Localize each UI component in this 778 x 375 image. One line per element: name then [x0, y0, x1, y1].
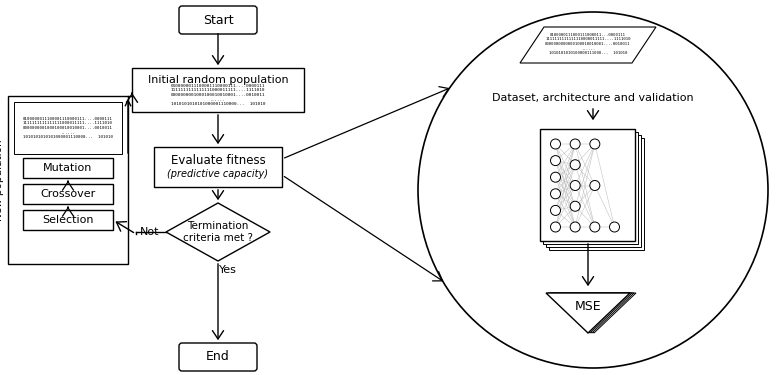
Polygon shape [520, 27, 656, 63]
Text: New population: New population [0, 139, 4, 221]
Bar [541, 129, 636, 241]
FancyBboxPatch shape [179, 343, 257, 371]
Polygon shape [550, 293, 634, 333]
Bar [544, 132, 639, 244]
Circle shape [551, 172, 560, 182]
Circle shape [570, 180, 580, 190]
Text: MSE: MSE [575, 300, 601, 313]
Text: Yes: Yes [219, 265, 237, 275]
Circle shape [570, 160, 580, 170]
Bar [14, 102, 122, 154]
Circle shape [551, 139, 560, 149]
Text: Not: Not [140, 227, 159, 237]
Polygon shape [548, 293, 632, 333]
Bar [154, 147, 282, 187]
Circle shape [590, 139, 600, 149]
Text: 0100000111000111000011...0000111
1111111111111110000011111....1111010
0000000000: 0100000111000111000011...0000111 1111111… [545, 33, 631, 55]
Text: 0100000011100001110000111....0000111
1111111111111111000011111....1111010
000000: 0100000011100001110000111....0000111 111… [170, 84, 265, 106]
Text: 0100000011100001110000111....0000111
1111111111111111000011111....1111010
000000: 0100000011100001110000111....0000111 111… [23, 117, 113, 139]
Circle shape [609, 222, 619, 232]
Text: Dataset, architecture and validation: Dataset, architecture and validation [492, 93, 694, 103]
Text: Crossover: Crossover [40, 189, 96, 199]
Circle shape [590, 180, 600, 190]
Circle shape [570, 222, 580, 232]
Text: Mutation: Mutation [44, 163, 93, 173]
Polygon shape [166, 203, 270, 261]
Circle shape [551, 189, 560, 199]
Circle shape [570, 139, 580, 149]
Bar [546, 135, 642, 247]
Ellipse shape [418, 12, 768, 368]
Text: Evaluate fitness: Evaluate fitness [170, 153, 265, 166]
Bar [23, 184, 113, 204]
Text: End: End [206, 351, 230, 363]
Bar [23, 210, 113, 230]
Bar [23, 158, 113, 178]
Polygon shape [546, 293, 630, 333]
Text: Initial random population: Initial random population [148, 75, 289, 85]
Circle shape [551, 156, 560, 166]
Text: Start: Start [203, 13, 233, 27]
Text: Selection: Selection [42, 215, 94, 225]
Circle shape [551, 206, 560, 215]
Circle shape [570, 201, 580, 211]
Text: Termination
criteria met ?: Termination criteria met ? [183, 221, 253, 243]
Polygon shape [552, 293, 636, 333]
Circle shape [551, 222, 560, 232]
Bar [132, 68, 304, 112]
Bar [8, 96, 128, 264]
Circle shape [590, 222, 600, 232]
Bar [549, 138, 644, 250]
FancyBboxPatch shape [179, 6, 257, 34]
Text: (predictive capacity): (predictive capacity) [167, 169, 268, 179]
